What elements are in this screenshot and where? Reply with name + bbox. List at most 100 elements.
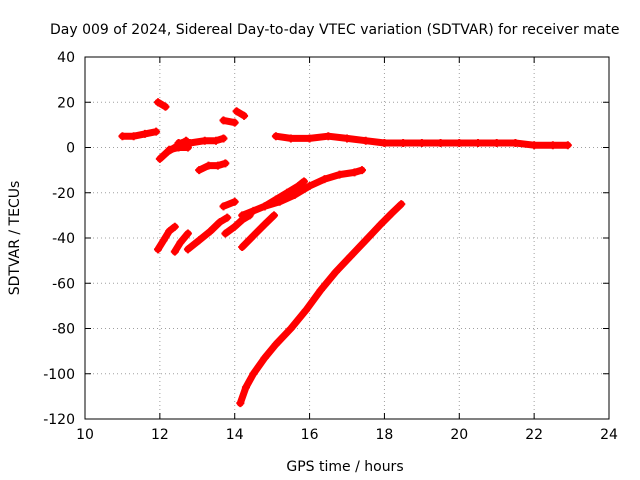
data-point <box>249 231 258 240</box>
x-tick-label: 16 <box>301 427 319 443</box>
data-point <box>140 129 149 138</box>
data-point <box>206 227 215 236</box>
x-tick-label: 20 <box>450 427 468 443</box>
series-arc-07 <box>219 116 239 127</box>
y-tick-label: -40 <box>52 231 75 247</box>
data-point <box>170 247 179 256</box>
data-point <box>221 229 230 238</box>
series-line <box>236 200 405 407</box>
data-point <box>316 286 325 295</box>
data-point <box>241 383 250 392</box>
x-tick-label: 24 <box>600 427 618 443</box>
data-point <box>271 340 280 349</box>
data-point <box>153 98 162 107</box>
data-point <box>286 324 295 333</box>
data-point <box>249 206 258 215</box>
data-point <box>474 138 482 147</box>
y-tick-label: -20 <box>52 186 75 202</box>
series-line <box>154 223 179 253</box>
data-point <box>159 236 168 245</box>
y-tick-label: -120 <box>43 412 75 428</box>
data-point <box>232 107 241 116</box>
data-point <box>212 136 220 145</box>
data-point <box>174 138 183 147</box>
data-point <box>346 252 355 261</box>
y-tick-label: 0 <box>66 141 75 157</box>
data-point <box>260 202 269 211</box>
series-line <box>118 128 160 140</box>
data-point <box>331 267 340 276</box>
data-point <box>249 369 258 378</box>
y-tick-label: 20 <box>57 95 75 111</box>
data-point <box>223 213 232 222</box>
data-point <box>195 166 204 175</box>
data-point <box>361 136 370 145</box>
data-point <box>305 134 314 143</box>
series-arc-12 <box>219 197 239 211</box>
grid <box>85 57 609 419</box>
data-point <box>301 306 310 315</box>
x-tick-label: 14 <box>226 427 244 443</box>
data-point <box>230 222 239 231</box>
data-point <box>397 200 406 209</box>
y-tick-label: -100 <box>43 367 75 383</box>
series-arc-05 <box>174 134 228 147</box>
data-point <box>219 116 228 125</box>
series-arc-16 <box>260 166 366 211</box>
data-point <box>271 132 280 141</box>
series-arc-09 <box>153 222 179 254</box>
data-point <box>511 138 520 147</box>
data-point <box>215 218 224 227</box>
data-point <box>195 236 204 245</box>
data-point <box>492 138 501 147</box>
series-arc-04 <box>165 143 192 154</box>
data-point <box>260 353 269 362</box>
data-point <box>455 138 464 147</box>
x-tick-label: 10 <box>76 427 94 443</box>
data-point <box>270 211 279 220</box>
series-arc-11 <box>183 213 232 254</box>
y-tick-label: 40 <box>57 50 75 66</box>
data-point <box>548 141 557 150</box>
data-point <box>183 229 192 238</box>
data-point <box>286 134 295 143</box>
data-point <box>170 222 179 231</box>
data-point <box>387 209 396 218</box>
y-tick-label: -60 <box>52 276 75 292</box>
series-arc-17 <box>271 132 572 150</box>
data-point <box>230 118 239 127</box>
chart-title: Day 009 of 2024, Sidereal Day-to-day VTE… <box>50 22 620 38</box>
series-arc-18 <box>236 200 406 408</box>
data-point <box>152 127 161 136</box>
data-point <box>155 154 164 163</box>
data-point <box>230 197 239 206</box>
series-arc-02 <box>153 98 170 111</box>
data-point <box>290 191 299 200</box>
x-tick-label: 18 <box>376 427 394 443</box>
data-point <box>563 141 572 150</box>
y-tick-label: -80 <box>52 322 75 338</box>
data-point <box>299 177 308 186</box>
data-point <box>213 161 222 170</box>
data-point <box>204 161 213 170</box>
y-axis-label: SDTVAR / TECUs <box>7 181 23 296</box>
data-point <box>176 238 185 247</box>
data-point <box>343 134 351 143</box>
data-point <box>221 159 230 168</box>
x-tick-label: 22 <box>525 427 543 443</box>
data-point <box>530 141 539 150</box>
series-arc-01 <box>118 127 161 141</box>
data-point <box>350 168 359 177</box>
x-axis-label: GPS time / hours <box>286 459 403 475</box>
data-series <box>118 98 572 408</box>
series-line <box>238 211 278 251</box>
data-point <box>236 399 245 408</box>
data-point <box>165 145 174 154</box>
series-arc-14 <box>238 211 279 252</box>
axis-ticks: 10 12 14 16 18 20 22 24 40 20 0 -20 -40 -60 -80 -100 -12… <box>43 50 618 443</box>
data-point <box>165 227 174 236</box>
data-point <box>361 236 370 245</box>
data-point <box>417 138 426 147</box>
data-point <box>380 138 389 147</box>
